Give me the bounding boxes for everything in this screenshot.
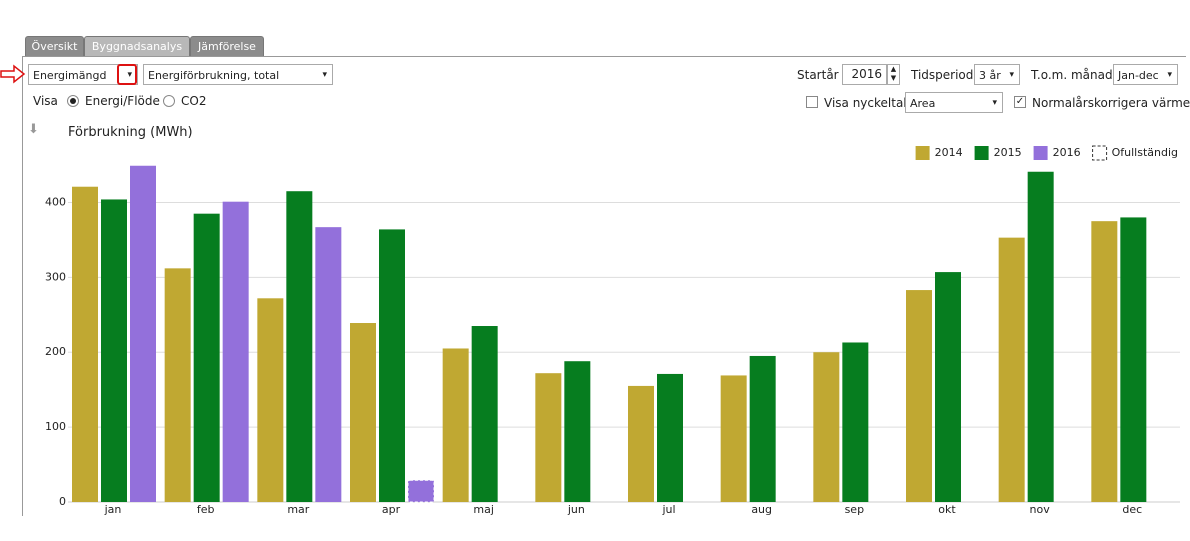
bar bbox=[749, 355, 776, 502]
y-tick-label: 0 bbox=[59, 495, 66, 508]
x-tick-label: apr bbox=[382, 503, 401, 516]
x-tick-label: jun bbox=[567, 503, 585, 516]
legend-label: 2016 bbox=[1053, 146, 1081, 159]
checkbox[interactable]: ✓ bbox=[1014, 96, 1026, 108]
bar bbox=[1091, 221, 1118, 502]
radio[interactable] bbox=[67, 95, 79, 107]
x-tick-label: sep bbox=[845, 503, 864, 516]
year-input[interactable]: 2016 bbox=[842, 64, 887, 85]
bar bbox=[286, 191, 313, 502]
legend-swatch bbox=[915, 146, 930, 160]
checkbox[interactable] bbox=[806, 96, 818, 108]
bar bbox=[628, 385, 654, 502]
bar bbox=[257, 298, 284, 502]
legend-swatch bbox=[1092, 145, 1108, 161]
bar bbox=[315, 227, 342, 502]
chart-title: Förbrukning (MWh) bbox=[68, 125, 193, 140]
bar bbox=[998, 237, 1025, 503]
x-tick-label: dec bbox=[1122, 503, 1142, 516]
y-tick-label: 200 bbox=[45, 345, 66, 358]
spinner[interactable]: ▲ ▼ bbox=[887, 64, 900, 85]
x-tick-label: jan bbox=[104, 503, 122, 516]
bar bbox=[442, 348, 469, 502]
bar bbox=[222, 201, 249, 502]
x-tick-label: feb bbox=[197, 503, 215, 516]
y-tick-label: 400 bbox=[45, 195, 66, 208]
legend-label: 2015 bbox=[994, 146, 1022, 159]
label: Energi/Flöde bbox=[85, 94, 160, 108]
bar bbox=[720, 375, 747, 502]
y-tick-label: 300 bbox=[45, 270, 66, 283]
select[interactable]: Jan-dec bbox=[1113, 64, 1178, 86]
select[interactable]: Area bbox=[905, 92, 1003, 114]
panel-border bbox=[22, 56, 1186, 57]
bar bbox=[164, 268, 191, 502]
legend-label: 2014 bbox=[935, 146, 963, 159]
legend-swatch bbox=[974, 146, 989, 160]
x-tick-label: okt bbox=[938, 503, 956, 516]
label: Visa bbox=[33, 94, 58, 108]
bar bbox=[379, 229, 405, 502]
bar bbox=[564, 361, 591, 502]
bar bbox=[906, 290, 932, 502]
bar bbox=[72, 186, 98, 502]
bar bbox=[407, 479, 435, 503]
label: Tidsperiod bbox=[911, 68, 974, 82]
bar bbox=[813, 352, 840, 502]
bar bbox=[935, 272, 961, 502]
x-tick-label: mar bbox=[287, 503, 309, 516]
panel-border bbox=[22, 56, 23, 516]
bar bbox=[101, 199, 127, 502]
x-tick-label: nov bbox=[1030, 503, 1051, 516]
tab[interactable]: Byggnadsanalys bbox=[84, 36, 190, 57]
bar bbox=[1027, 171, 1054, 503]
highlight bbox=[117, 64, 137, 85]
bar bbox=[350, 323, 376, 502]
tab[interactable]: Översikt bbox=[25, 36, 84, 57]
label: CO2 bbox=[181, 94, 207, 108]
bar bbox=[471, 326, 498, 502]
label: T.o.m. månad bbox=[1031, 68, 1113, 82]
select[interactable]: Energimängd bbox=[28, 64, 138, 86]
bar bbox=[193, 213, 220, 502]
select[interactable]: Energiförbrukning, total bbox=[143, 64, 333, 86]
bar bbox=[842, 342, 869, 502]
x-tick-label: jul bbox=[661, 503, 675, 516]
download-icon[interactable]: ⬇ bbox=[28, 122, 39, 137]
bar bbox=[1120, 217, 1147, 502]
bar bbox=[130, 165, 156, 502]
x-tick-label: maj bbox=[473, 503, 494, 516]
bar bbox=[535, 373, 562, 502]
y-tick-label: 100 bbox=[45, 420, 66, 433]
bar bbox=[657, 373, 683, 502]
label: Startår bbox=[797, 68, 839, 82]
arrow bbox=[0, 64, 26, 84]
radio[interactable] bbox=[163, 95, 175, 107]
legend-label: Ofullständig bbox=[1112, 146, 1178, 159]
x-tick-label: aug bbox=[751, 503, 772, 516]
label: Normalårskorrigera värme bbox=[1032, 96, 1190, 110]
select[interactable]: 3 år bbox=[974, 64, 1020, 86]
legend-swatch bbox=[1033, 146, 1048, 160]
tab[interactable]: Jämförelse bbox=[190, 36, 264, 57]
label: Visa nyckeltal bbox=[824, 96, 907, 110]
